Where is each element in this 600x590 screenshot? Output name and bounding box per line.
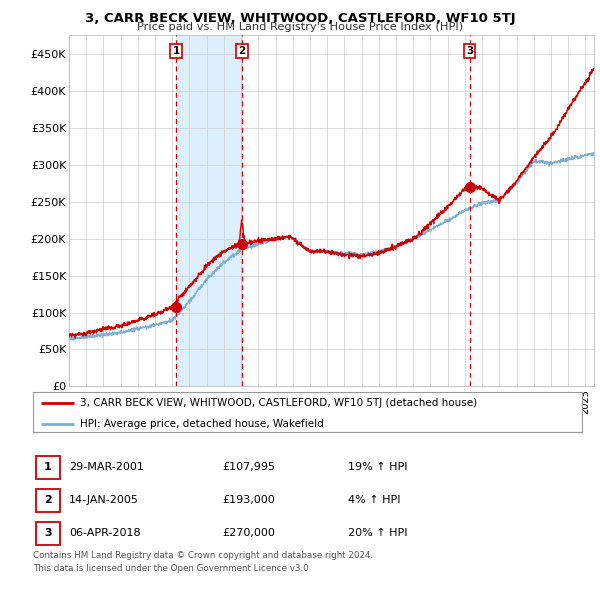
Text: 3, CARR BECK VIEW, WHITWOOD, CASTLEFORD, WF10 5TJ (detached house): 3, CARR BECK VIEW, WHITWOOD, CASTLEFORD,…: [80, 398, 477, 408]
Bar: [176, 35, 242, 386]
Text: 29-MAR-2001: 29-MAR-2001: [69, 462, 144, 472]
Text: 20% ↑ HPI: 20% ↑ HPI: [348, 528, 407, 538]
Text: Contains HM Land Registry data © Crown copyright and database right 2024.: Contains HM Land Registry data © Crown c…: [33, 552, 373, 560]
Text: 3: 3: [466, 46, 473, 56]
Text: £193,000: £193,000: [222, 495, 275, 505]
Text: 1: 1: [44, 463, 52, 473]
Text: 06-APR-2018: 06-APR-2018: [69, 528, 140, 538]
Text: £107,995: £107,995: [222, 462, 275, 472]
Text: This data is licensed under the Open Government Licence v3.0.: This data is licensed under the Open Gov…: [33, 565, 311, 573]
Text: 2: 2: [44, 496, 52, 506]
Text: 14-JAN-2005: 14-JAN-2005: [69, 495, 139, 505]
Text: HPI: Average price, detached house, Wakefield: HPI: Average price, detached house, Wake…: [80, 419, 323, 429]
Text: 3: 3: [44, 529, 52, 539]
Text: 4% ↑ HPI: 4% ↑ HPI: [348, 495, 401, 505]
Text: 3, CARR BECK VIEW, WHITWOOD, CASTLEFORD, WF10 5TJ: 3, CARR BECK VIEW, WHITWOOD, CASTLEFORD,…: [85, 12, 515, 25]
Text: Price paid vs. HM Land Registry's House Price Index (HPI): Price paid vs. HM Land Registry's House …: [137, 22, 463, 32]
Text: £270,000: £270,000: [222, 528, 275, 538]
Text: 1: 1: [173, 46, 180, 56]
Text: 2: 2: [238, 46, 245, 56]
Text: 19% ↑ HPI: 19% ↑ HPI: [348, 462, 407, 472]
